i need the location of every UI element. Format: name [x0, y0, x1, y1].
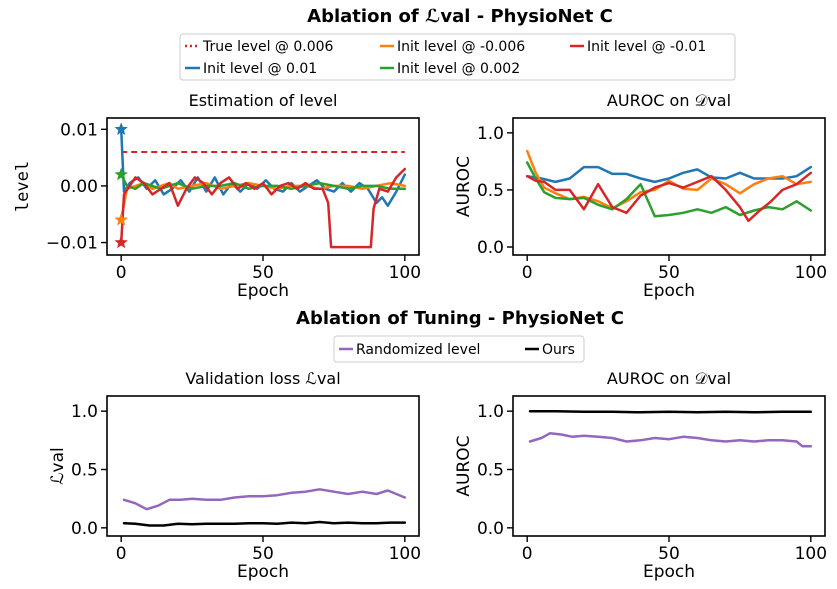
x-tick-label: 0 — [116, 263, 127, 283]
x-tick-label: 100 — [795, 263, 827, 283]
x-tick-label: 100 — [795, 544, 827, 564]
legend-entry-randomized: Randomized level — [339, 342, 480, 358]
y-axis-label: AUROC — [454, 435, 474, 496]
x-tick-label: 0 — [522, 544, 533, 564]
legend-label-init-neg0006: Init level @ -0.006 — [397, 39, 525, 55]
x-tick-label: 50 — [658, 263, 680, 283]
axes-frame — [106, 395, 420, 537]
x-axis-label: Epoch — [643, 562, 695, 582]
series-line-0 — [119, 128, 407, 207]
panel-auroc-bottom: AUROC on 𝒟val 0 50 100 0.0 0.5 1.0 Epoch AUROC — [454, 369, 827, 582]
x-tick-label: 50 — [252, 544, 274, 564]
series-line-0 — [525, 165, 813, 184]
start-star-0 — [114, 122, 128, 135]
series-layer — [122, 488, 407, 527]
axes-frame — [512, 117, 826, 256]
x-tick-label: 50 — [252, 263, 274, 283]
legend-entry-true-level: True level @ 0.006 — [185, 39, 334, 55]
top-legend: True level @ 0.006 Init level @ -0.006 I… — [179, 33, 736, 81]
y-tick-label: 1.0 — [477, 124, 504, 144]
series-line-0 — [122, 488, 407, 511]
start-star-2 — [114, 167, 128, 181]
series-line-1 — [528, 409, 813, 414]
series-line-1 — [122, 520, 407, 527]
start-star-3 — [114, 235, 128, 249]
x-tick-label: 0 — [522, 263, 533, 283]
y-axis-label: ℒval — [48, 447, 68, 484]
y-tick-label: −0.01 — [46, 234, 98, 254]
y-tick-label: 0.5 — [71, 461, 98, 481]
series-line-3 — [119, 167, 407, 249]
legend-label-init-0002: Init level @ 0.002 — [397, 61, 520, 77]
series-layer — [525, 149, 813, 223]
x-axis-label: Epoch — [237, 562, 289, 582]
legend-entry-init-001: Init level @ 0.01 — [185, 61, 317, 77]
panel-auroc-top: AUROC on 𝒟val 0 50 100 0.0 0.5 1.0 Epoch AUROC — [454, 91, 827, 301]
legend-label-randomized: Randomized level — [356, 342, 480, 358]
bottom-title: Ablation of Tuning - PhysioNet C — [296, 308, 624, 329]
x-axis-label: Epoch — [643, 281, 695, 301]
panel-title: Validation loss ℒval — [185, 369, 340, 388]
panel-validation-loss: Validation loss ℒval 0 50 100 0.0 0.5 1.0 Epoch… — [48, 369, 421, 582]
series-line-0 — [528, 432, 813, 448]
top-legend-frame — [179, 33, 736, 81]
y-tick-label: 1.0 — [477, 402, 504, 422]
axes-frame — [512, 395, 826, 537]
bottom-legend-frame — [333, 335, 585, 363]
panel-level-estimation: Estimation of level 0 50 100 −0.01 0.00 0.01 Ep… — [13, 91, 421, 301]
panel-title: AUROC on 𝒟val — [607, 369, 731, 388]
legend-label-init-neg001: Init level @ -0.01 — [587, 39, 706, 55]
x-tick-label: 0 — [116, 544, 127, 564]
legend-label-ours: Ours — [542, 342, 575, 358]
y-axis-label: level — [13, 161, 33, 212]
x-tick-label: 50 — [658, 544, 680, 564]
y-tick-label: 0.5 — [477, 461, 504, 481]
bottom-legend: Randomized level Ours — [333, 335, 585, 363]
legend-entry-init-0002: Init level @ 0.002 — [380, 61, 520, 77]
legend-entry-init-neg001: Init level @ -0.01 — [570, 39, 706, 55]
top-title: Ablation of ℒval - PhysioNet C — [307, 6, 613, 27]
series-line-3 — [525, 171, 813, 223]
y-axis-label: AUROC — [454, 156, 474, 217]
legend-entry-init-neg0006: Init level @ -0.006 — [380, 39, 525, 55]
y-tick-label: 0.0 — [71, 519, 98, 539]
legend-label-init-001: Init level @ 0.01 — [203, 61, 317, 77]
start-star-1 — [114, 212, 128, 226]
y-tick-label: 0.01 — [60, 120, 98, 140]
x-tick-label: 100 — [389, 544, 421, 564]
legend-entry-ours: Ours — [525, 342, 575, 358]
x-axis-label: Epoch — [237, 281, 289, 301]
y-tick-label: 0.5 — [477, 181, 504, 201]
y-tick-label: 0.0 — [477, 238, 504, 258]
panel-title: Estimation of level — [189, 91, 338, 110]
series-layer — [528, 409, 813, 448]
y-tick-label: 1.0 — [71, 402, 98, 422]
y-tick-label: 0.0 — [477, 519, 504, 539]
legend-label-true-level: True level @ 0.006 — [202, 39, 334, 55]
y-tick-label: 0.00 — [60, 177, 98, 197]
x-tick-label: 100 — [389, 263, 421, 283]
series-layer — [119, 128, 407, 249]
panel-title: AUROC on 𝒟val — [607, 91, 731, 110]
